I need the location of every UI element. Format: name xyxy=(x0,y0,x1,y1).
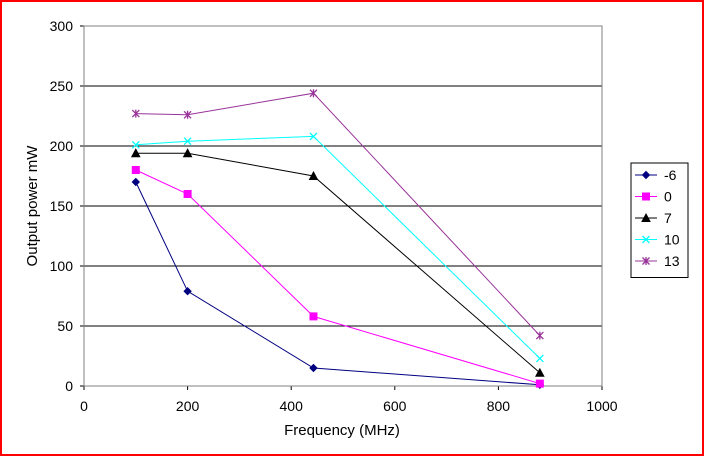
y-tick-label: 50 xyxy=(57,318,73,334)
x-tick-label: 1000 xyxy=(586,398,617,414)
data-point xyxy=(309,312,318,321)
data-point xyxy=(131,166,140,174)
series-group xyxy=(130,89,545,390)
series-line xyxy=(135,152,541,374)
data-point xyxy=(131,177,141,187)
y-tick-label: 150 xyxy=(50,198,74,214)
data-point xyxy=(309,363,318,373)
tick-labels: 0 50 100 150 200 250 300 0 200 400 600 800 1000 xyxy=(50,18,618,414)
series-4 xyxy=(131,132,544,363)
series-line xyxy=(135,92,541,336)
legend-label: 0 xyxy=(664,189,672,205)
data-point xyxy=(309,89,318,98)
y-tick-label: 250 xyxy=(50,78,74,94)
x-axis-title: Frequency (MHz) xyxy=(284,422,400,439)
series-line xyxy=(135,181,540,386)
legend-label: 13 xyxy=(664,253,680,269)
plot-border xyxy=(83,25,603,387)
legend-box xyxy=(630,162,689,278)
data-point xyxy=(183,137,192,146)
x-tick-label: 400 xyxy=(280,398,304,414)
legend-marker xyxy=(642,235,650,244)
data-point xyxy=(131,140,140,149)
legend-label: -6 xyxy=(664,167,677,183)
legend: -6 0 7 10 13 xyxy=(630,162,689,278)
series-line xyxy=(135,169,540,385)
data-point xyxy=(183,286,192,296)
y-tick-label: 200 xyxy=(50,138,74,154)
data-point xyxy=(535,367,545,377)
axes xyxy=(80,25,603,390)
data-point xyxy=(535,354,544,363)
data-point xyxy=(183,190,192,198)
legend-entry: 7 xyxy=(635,210,672,226)
y-axis-title: Output power mW xyxy=(24,145,41,267)
data-point xyxy=(182,148,193,158)
series-5 xyxy=(131,89,544,340)
data-point xyxy=(183,110,192,119)
y-tick-label: 300 xyxy=(50,18,74,34)
data-point xyxy=(535,379,544,388)
data-point xyxy=(309,132,318,141)
data-point xyxy=(130,148,141,158)
x-tick-label: 200 xyxy=(176,398,200,414)
data-point xyxy=(308,170,319,180)
legend-marker xyxy=(641,170,651,180)
legend-label: 7 xyxy=(664,210,672,226)
legend-label: 10 xyxy=(664,232,680,248)
legend-entry: -6 xyxy=(635,167,677,183)
x-tick-label: 0 xyxy=(80,398,88,414)
legend-entry: 10 xyxy=(635,232,680,248)
legend-marker xyxy=(642,192,650,201)
y-tick-label: 0 xyxy=(65,378,73,394)
legend-marker xyxy=(641,212,651,222)
legend-entry: 0 xyxy=(635,189,672,205)
x-tick-label: 600 xyxy=(383,398,407,414)
legend-entry: 13 xyxy=(635,253,680,269)
legend-marker xyxy=(642,257,650,265)
series-line xyxy=(135,135,541,359)
x-tick-label: 800 xyxy=(487,398,511,414)
series-2 xyxy=(131,166,544,388)
data-point xyxy=(535,331,544,340)
data-point xyxy=(131,109,140,118)
y-tick-label: 100 xyxy=(50,258,74,274)
series-3 xyxy=(130,148,545,377)
